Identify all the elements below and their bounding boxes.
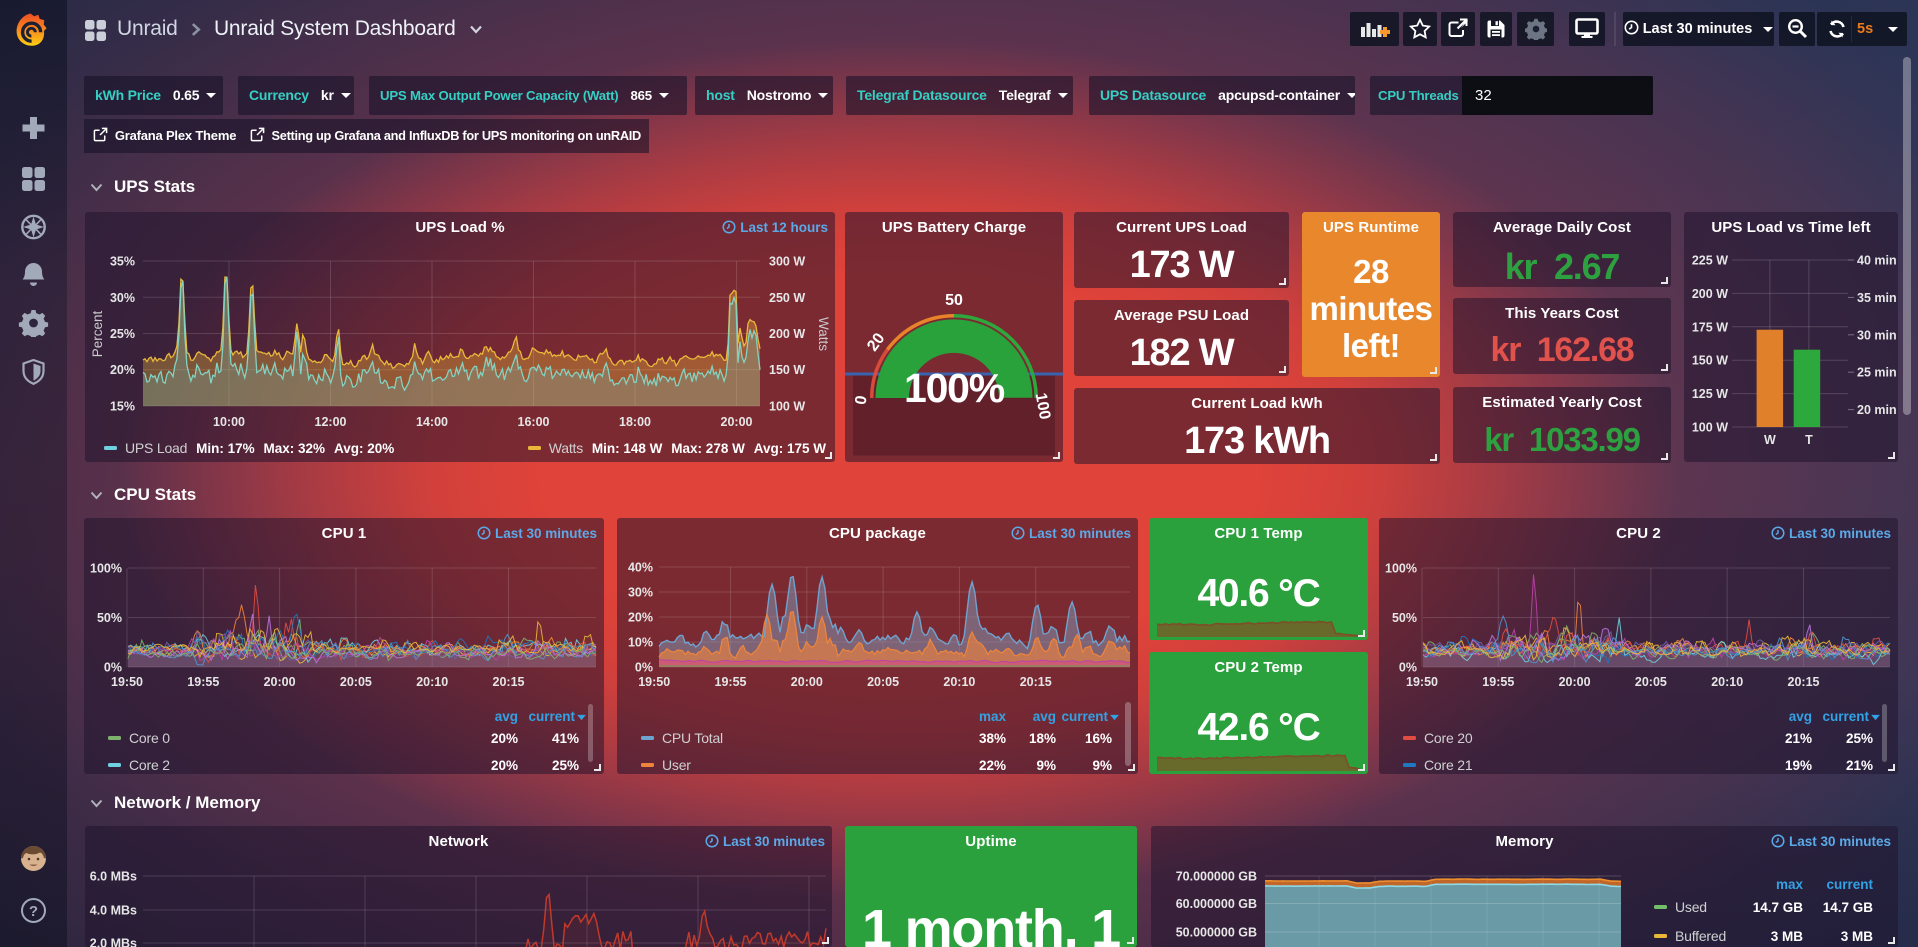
svg-text:300 W: 300 W bbox=[769, 255, 805, 269]
svg-text:35 min: 35 min bbox=[1857, 291, 1897, 305]
svg-text:50.000000 GB: 50.000000 GB bbox=[1176, 926, 1257, 940]
svg-text:40 min: 40 min bbox=[1857, 254, 1897, 268]
svg-text:19:55: 19:55 bbox=[715, 675, 747, 689]
svg-text:20:05: 20:05 bbox=[867, 675, 899, 689]
svg-text:20:05: 20:05 bbox=[340, 675, 372, 689]
svg-text:25 min: 25 min bbox=[1857, 366, 1897, 380]
svg-text:50: 50 bbox=[945, 292, 963, 309]
svg-text:10:00: 10:00 bbox=[213, 415, 245, 429]
svg-text:20:10: 20:10 bbox=[416, 675, 448, 689]
svg-text:4.0 MBs: 4.0 MBs bbox=[90, 904, 137, 918]
svg-text:100 W: 100 W bbox=[1692, 421, 1728, 435]
svg-text:25%: 25% bbox=[110, 327, 135, 341]
svg-text:50%: 50% bbox=[1392, 611, 1417, 625]
svg-text:20:05: 20:05 bbox=[1635, 675, 1667, 689]
svg-text:100 W: 100 W bbox=[769, 400, 805, 414]
svg-text:200 W: 200 W bbox=[769, 327, 805, 341]
svg-text:6.0 MBs: 6.0 MBs bbox=[90, 870, 137, 884]
svg-text:19:50: 19:50 bbox=[638, 675, 670, 689]
svg-text:20:10: 20:10 bbox=[943, 675, 975, 689]
svg-text:Percent: Percent bbox=[90, 310, 105, 357]
svg-text:100%: 100% bbox=[1385, 562, 1417, 576]
svg-text:10%: 10% bbox=[628, 636, 653, 650]
svg-text:30%: 30% bbox=[110, 291, 135, 305]
svg-text:20:10: 20:10 bbox=[1711, 675, 1743, 689]
svg-text:19:50: 19:50 bbox=[111, 675, 143, 689]
svg-text:35%: 35% bbox=[110, 255, 135, 269]
svg-text:20:15: 20:15 bbox=[1788, 675, 1820, 689]
svg-text:150 W: 150 W bbox=[1692, 354, 1728, 368]
svg-text:19:50: 19:50 bbox=[1406, 675, 1438, 689]
svg-text:0%: 0% bbox=[635, 661, 653, 675]
svg-text:20:00: 20:00 bbox=[264, 675, 296, 689]
svg-text:20 min: 20 min bbox=[1857, 403, 1897, 417]
svg-text:30%: 30% bbox=[628, 586, 653, 600]
svg-text:14:00: 14:00 bbox=[416, 415, 448, 429]
svg-text:70.000000 GB: 70.000000 GB bbox=[1176, 870, 1257, 884]
svg-text:2.0 MBs: 2.0 MBs bbox=[90, 937, 137, 947]
svg-text:20:15: 20:15 bbox=[1020, 675, 1052, 689]
svg-text:20%: 20% bbox=[110, 363, 135, 377]
svg-text:225 W: 225 W bbox=[1692, 254, 1728, 268]
svg-text:W: W bbox=[1764, 433, 1776, 447]
svg-text:Watts: Watts bbox=[816, 317, 831, 351]
svg-text:20%: 20% bbox=[628, 611, 653, 625]
svg-text:20:00: 20:00 bbox=[721, 415, 753, 429]
svg-text:125 W: 125 W bbox=[1692, 387, 1728, 401]
svg-text:60.000000 GB: 60.000000 GB bbox=[1176, 897, 1257, 911]
svg-text:0: 0 bbox=[852, 394, 870, 406]
svg-text:19:55: 19:55 bbox=[1482, 675, 1514, 689]
svg-text:100%: 100% bbox=[90, 562, 122, 576]
svg-text:40%: 40% bbox=[628, 561, 653, 575]
svg-text:12:00: 12:00 bbox=[315, 415, 347, 429]
svg-text:16:00: 16:00 bbox=[518, 415, 550, 429]
svg-text:200 W: 200 W bbox=[1692, 287, 1728, 301]
svg-text:20:15: 20:15 bbox=[493, 675, 525, 689]
svg-text:0%: 0% bbox=[104, 661, 122, 675]
svg-text:100: 100 bbox=[1032, 392, 1053, 421]
svg-text:T: T bbox=[1805, 433, 1813, 447]
svg-text:250 W: 250 W bbox=[769, 291, 805, 305]
svg-text:20:00: 20:00 bbox=[791, 675, 823, 689]
svg-text:?: ? bbox=[29, 903, 38, 920]
svg-text:150 W: 150 W bbox=[769, 363, 805, 377]
svg-text:50%: 50% bbox=[97, 611, 122, 625]
svg-text:15%: 15% bbox=[110, 400, 135, 414]
svg-text:175 W: 175 W bbox=[1692, 320, 1728, 334]
svg-text:0%: 0% bbox=[1399, 661, 1417, 675]
svg-text:20:00: 20:00 bbox=[1559, 675, 1591, 689]
svg-text:18:00: 18:00 bbox=[619, 415, 651, 429]
svg-text:30 min: 30 min bbox=[1857, 328, 1897, 342]
svg-text:19:55: 19:55 bbox=[187, 675, 219, 689]
